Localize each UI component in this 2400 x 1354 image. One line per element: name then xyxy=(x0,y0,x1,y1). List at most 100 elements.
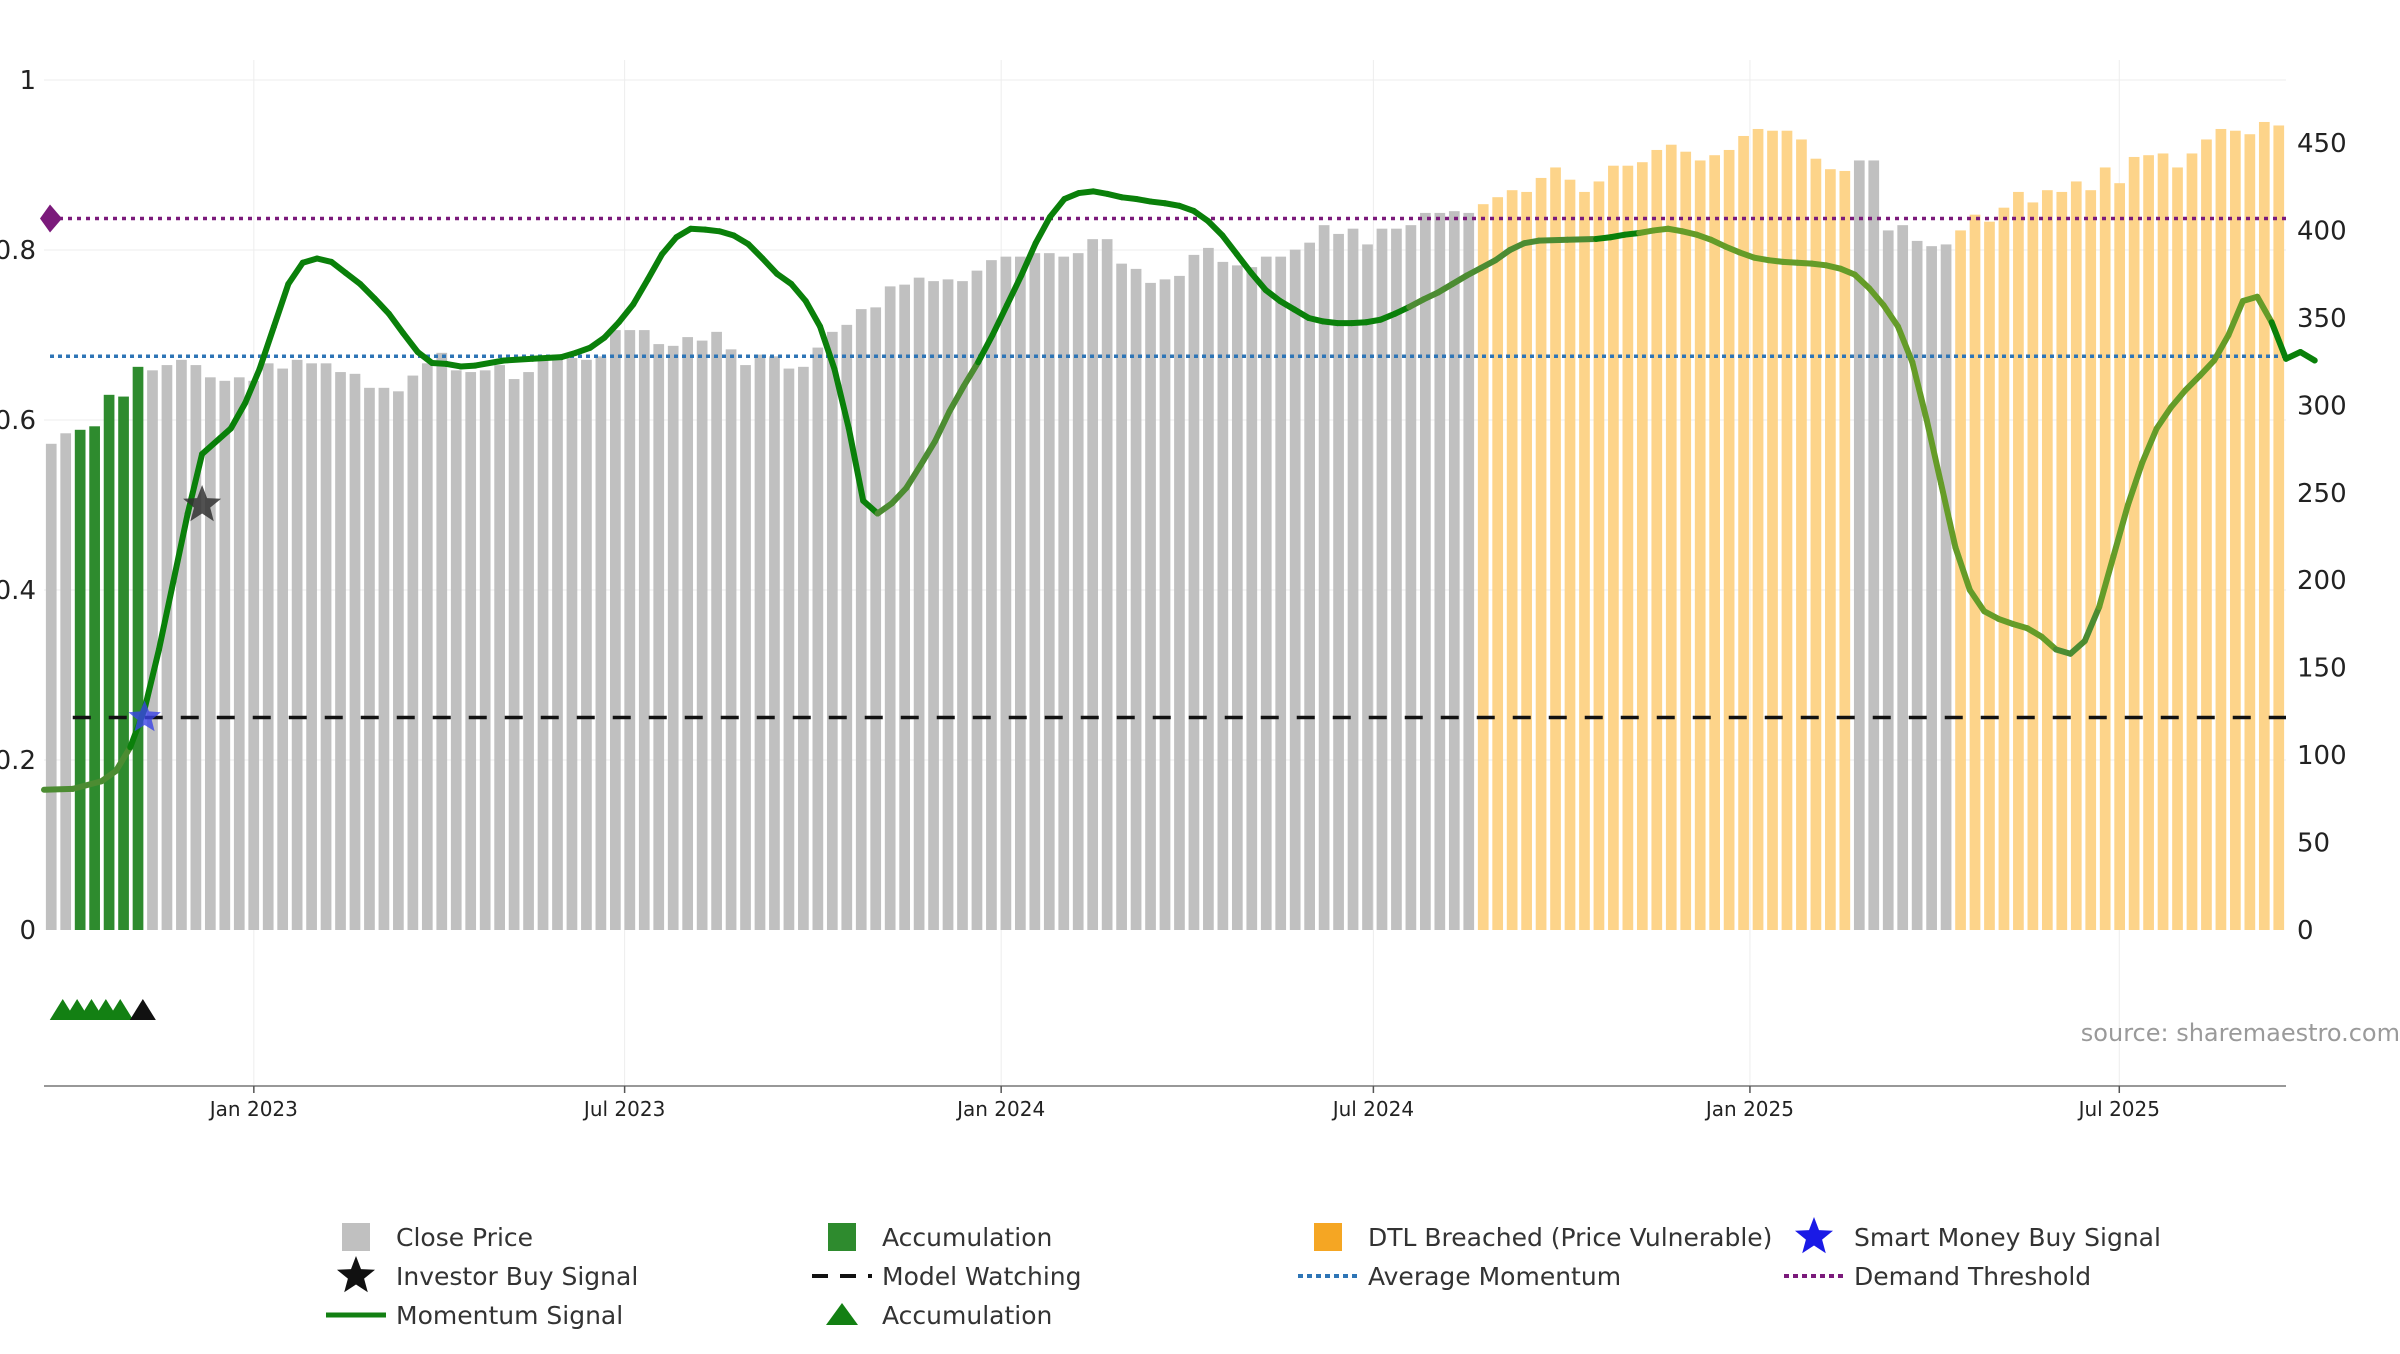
momentum-segment xyxy=(1894,323,1916,366)
price-bar xyxy=(1275,256,1287,930)
price-bar xyxy=(986,260,997,930)
price-bar xyxy=(1130,268,1142,930)
momentum-segment xyxy=(1248,269,1269,293)
price-bar xyxy=(1665,144,1677,931)
reference-lines xyxy=(40,204,2286,720)
price-bar xyxy=(291,359,303,930)
momentum-segment xyxy=(788,281,809,304)
price-bar xyxy=(2114,183,2126,930)
left-axis-tick-label: 0.8 xyxy=(0,236,36,266)
legend-item: Investor Buy Signal xyxy=(337,1256,638,1293)
price-bar xyxy=(971,270,983,931)
momentum-segment xyxy=(817,323,838,372)
legend-item: Model Watching xyxy=(812,1262,1082,1291)
momentum-segment xyxy=(745,241,766,262)
momentum-segment xyxy=(860,497,881,517)
price-bar xyxy=(957,281,968,930)
momentum-segment xyxy=(1866,285,1887,309)
price-bar xyxy=(262,363,274,930)
price-bar xyxy=(1810,158,1822,930)
momentum-segment xyxy=(644,251,665,283)
price-bar xyxy=(2186,153,2198,930)
price-bar xyxy=(537,358,549,930)
x-axis-tick-label: Jul 2024 xyxy=(1331,1097,1414,1121)
price-bar xyxy=(1651,149,1663,930)
legend-label: Close Price xyxy=(396,1223,533,1252)
price-bar xyxy=(1781,130,1793,931)
price-bar xyxy=(624,330,636,930)
momentum-segment xyxy=(285,259,306,287)
price-bar xyxy=(638,330,650,930)
momentum-segment xyxy=(199,425,234,457)
price-bar xyxy=(566,358,578,930)
momentum-segment xyxy=(2254,293,2275,326)
price-bar xyxy=(1796,139,1807,930)
price-bar xyxy=(1521,191,1532,931)
momentum-segment xyxy=(1003,272,1025,309)
momentum-segment xyxy=(41,785,76,793)
price-bar xyxy=(2230,130,2241,931)
price-bar xyxy=(1853,160,1865,931)
price-bar xyxy=(1969,214,1981,930)
investor-buy-star xyxy=(183,485,222,522)
left-axis-tick-label: 0 xyxy=(19,916,36,946)
momentum-segment xyxy=(500,355,536,364)
momentum-segment xyxy=(2110,502,2131,559)
momentum-segment xyxy=(342,269,364,287)
left-axis-tick-label: 0.4 xyxy=(0,576,36,606)
momentum-segment xyxy=(1219,232,1240,258)
price-bar xyxy=(1709,155,1721,931)
momentum-segment xyxy=(2124,459,2146,508)
price-bar xyxy=(1998,207,2010,930)
momentum-segment xyxy=(917,438,939,469)
legend-item: Close Price xyxy=(342,1223,533,1252)
momentum-segment xyxy=(414,349,436,367)
price-bar xyxy=(118,396,129,930)
legend-triangle-icon xyxy=(826,1303,858,1325)
price-bar xyxy=(1608,165,1619,930)
price-bar xyxy=(1246,267,1258,931)
legend-swatch xyxy=(828,1223,856,1251)
momentum-segment xyxy=(2067,638,2088,657)
price-bar xyxy=(320,363,332,930)
price-bar xyxy=(248,380,260,930)
price-bar xyxy=(2273,125,2285,930)
price-bar xyxy=(754,354,766,930)
price-bar xyxy=(826,331,838,931)
accumulation-triangle xyxy=(107,999,134,1020)
momentum-segment xyxy=(69,778,105,792)
legend-label: Model Watching xyxy=(882,1262,1082,1291)
price-bar xyxy=(349,373,361,930)
price-bar xyxy=(581,359,592,930)
price-bar xyxy=(769,356,780,930)
momentum-segment xyxy=(888,485,910,507)
price-bar xyxy=(1868,160,1880,931)
price-bar xyxy=(1694,160,1706,931)
price-bar xyxy=(841,324,853,930)
price-bar xyxy=(696,340,708,931)
momentum-segment xyxy=(903,462,924,491)
price-bar xyxy=(479,370,491,930)
right-axis-tick-label: 250 xyxy=(2297,479,2347,509)
momentum-segment xyxy=(601,319,622,341)
momentum-segment xyxy=(2038,633,2060,653)
momentum-segment xyxy=(960,359,982,389)
momentum-segment xyxy=(2268,319,2289,362)
price-bar xyxy=(1188,254,1200,931)
price-bar xyxy=(2244,134,2256,930)
momentum-segment xyxy=(227,400,249,432)
momentum-segment xyxy=(1851,271,1873,292)
price-bar xyxy=(393,391,404,930)
price-bar xyxy=(1391,228,1402,931)
price-bar xyxy=(1145,282,1156,931)
price-bar xyxy=(2143,155,2154,931)
price-bar xyxy=(176,359,187,930)
price-bar xyxy=(2099,167,2111,931)
price-bar xyxy=(1087,239,1099,930)
legend-label: Accumulation xyxy=(882,1223,1052,1252)
axes: Jan 2023 Jul 2023 Jan 2024 Jul 2024 Jan 2025… xyxy=(0,66,2347,1121)
momentum-segment xyxy=(357,281,378,302)
right-axis-tick-label: 100 xyxy=(2297,741,2347,771)
legend-label: Momentum Signal xyxy=(396,1301,623,1330)
